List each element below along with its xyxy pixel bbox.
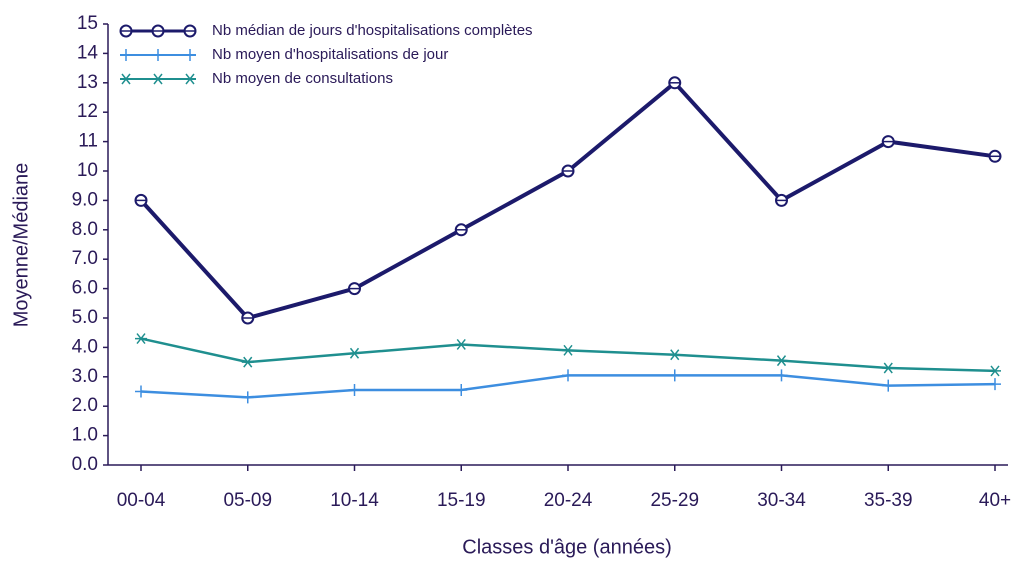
marker bbox=[120, 73, 132, 85]
marker-part bbox=[152, 49, 164, 61]
marker bbox=[151, 24, 165, 38]
x-tick-label: 15-19 bbox=[437, 490, 486, 511]
marker bbox=[562, 369, 574, 382]
marker-part bbox=[989, 365, 1001, 377]
x-axis-title: Classes d'âge (années) bbox=[462, 536, 672, 558]
marker-part bbox=[562, 369, 574, 382]
marker bbox=[241, 356, 254, 368]
marker bbox=[881, 135, 895, 149]
marker bbox=[775, 369, 788, 382]
marker bbox=[668, 76, 682, 90]
marker bbox=[135, 333, 147, 345]
y-tick-label: 4.0 bbox=[72, 336, 98, 357]
y-tick-label: 0.0 bbox=[72, 454, 98, 475]
y-tick-label: 10 bbox=[77, 160, 98, 181]
marker bbox=[241, 311, 255, 325]
line bbox=[140, 337, 996, 373]
y-tick-label: 15 bbox=[77, 13, 98, 34]
marker-part bbox=[241, 391, 254, 404]
y-axis-title: Moyenne/Médiane bbox=[10, 163, 32, 328]
marker bbox=[882, 379, 895, 392]
marker bbox=[882, 362, 895, 374]
marker-part bbox=[562, 344, 574, 356]
x-tick-label: 30-34 bbox=[757, 490, 806, 511]
marker bbox=[134, 193, 148, 207]
marker bbox=[348, 282, 361, 296]
marker-part bbox=[668, 369, 681, 382]
marker bbox=[668, 349, 681, 361]
y-tick-label: 7.0 bbox=[72, 248, 98, 269]
y-tick-label: 2.0 bbox=[72, 395, 98, 416]
x-tick-label: 10-14 bbox=[330, 490, 379, 511]
marker-part bbox=[348, 347, 361, 359]
marker bbox=[668, 369, 681, 382]
marker-part bbox=[120, 49, 132, 61]
marker bbox=[241, 391, 254, 404]
marker bbox=[119, 24, 133, 38]
marker bbox=[454, 223, 468, 237]
y-tick-label: 8.0 bbox=[72, 219, 98, 240]
y-tick-label: 13 bbox=[77, 72, 98, 93]
marker-part bbox=[184, 73, 196, 85]
marker bbox=[775, 355, 788, 367]
marker bbox=[135, 385, 147, 398]
marker-part bbox=[775, 355, 788, 367]
marker-part bbox=[455, 338, 468, 350]
marker bbox=[183, 24, 197, 38]
x-tick-label: 20-24 bbox=[544, 490, 593, 511]
legend-label: Nb moyen de consultations bbox=[212, 70, 393, 87]
marker bbox=[152, 73, 164, 85]
marker-part bbox=[135, 333, 147, 345]
marker bbox=[455, 384, 468, 397]
marker-part bbox=[668, 349, 681, 361]
marker bbox=[989, 378, 1001, 391]
y-tick-label: 5.0 bbox=[72, 307, 98, 328]
marker bbox=[120, 49, 132, 61]
y-tick-label: 11 bbox=[78, 131, 98, 152]
marker-part bbox=[989, 378, 1001, 391]
y-tick-label: 3.0 bbox=[72, 366, 98, 387]
x-tick-label: 00-04 bbox=[117, 490, 166, 511]
marker-part bbox=[120, 73, 132, 85]
y-tick-label: 1.0 bbox=[72, 425, 98, 446]
marker bbox=[562, 344, 574, 356]
marker bbox=[988, 149, 1002, 163]
line bbox=[139, 80, 996, 320]
marker-part bbox=[348, 384, 361, 397]
marker bbox=[348, 347, 361, 359]
marker-part bbox=[241, 356, 254, 368]
marker-part bbox=[882, 362, 895, 374]
marker-part bbox=[775, 369, 788, 382]
y-tick-label: 6.0 bbox=[72, 278, 98, 299]
marker bbox=[561, 164, 575, 178]
marker-part bbox=[184, 49, 196, 61]
y-tick-label: 9.0 bbox=[72, 189, 98, 210]
x-tick-label: 05-09 bbox=[223, 490, 272, 511]
x-tick-label: 35-39 bbox=[864, 490, 913, 511]
marker-part bbox=[152, 73, 164, 85]
marker bbox=[455, 338, 468, 350]
marker bbox=[152, 49, 164, 61]
marker bbox=[989, 365, 1001, 377]
legend-label: Nb médian de jours d'hospitalisations co… bbox=[212, 22, 533, 39]
marker-part bbox=[455, 384, 468, 397]
y-tick-label: 12 bbox=[77, 101, 98, 122]
x-tick-label: 25-29 bbox=[650, 490, 699, 511]
legend-label: Nb moyen d'hospitalisations de jour bbox=[212, 46, 448, 63]
marker bbox=[184, 49, 196, 61]
marker-part bbox=[135, 385, 147, 398]
marker-part bbox=[882, 379, 895, 392]
marker bbox=[184, 73, 196, 85]
marker bbox=[348, 384, 361, 397]
marker bbox=[775, 193, 788, 207]
x-tick-label: 40+ bbox=[979, 490, 1011, 511]
y-tick-label: 14 bbox=[77, 42, 99, 63]
